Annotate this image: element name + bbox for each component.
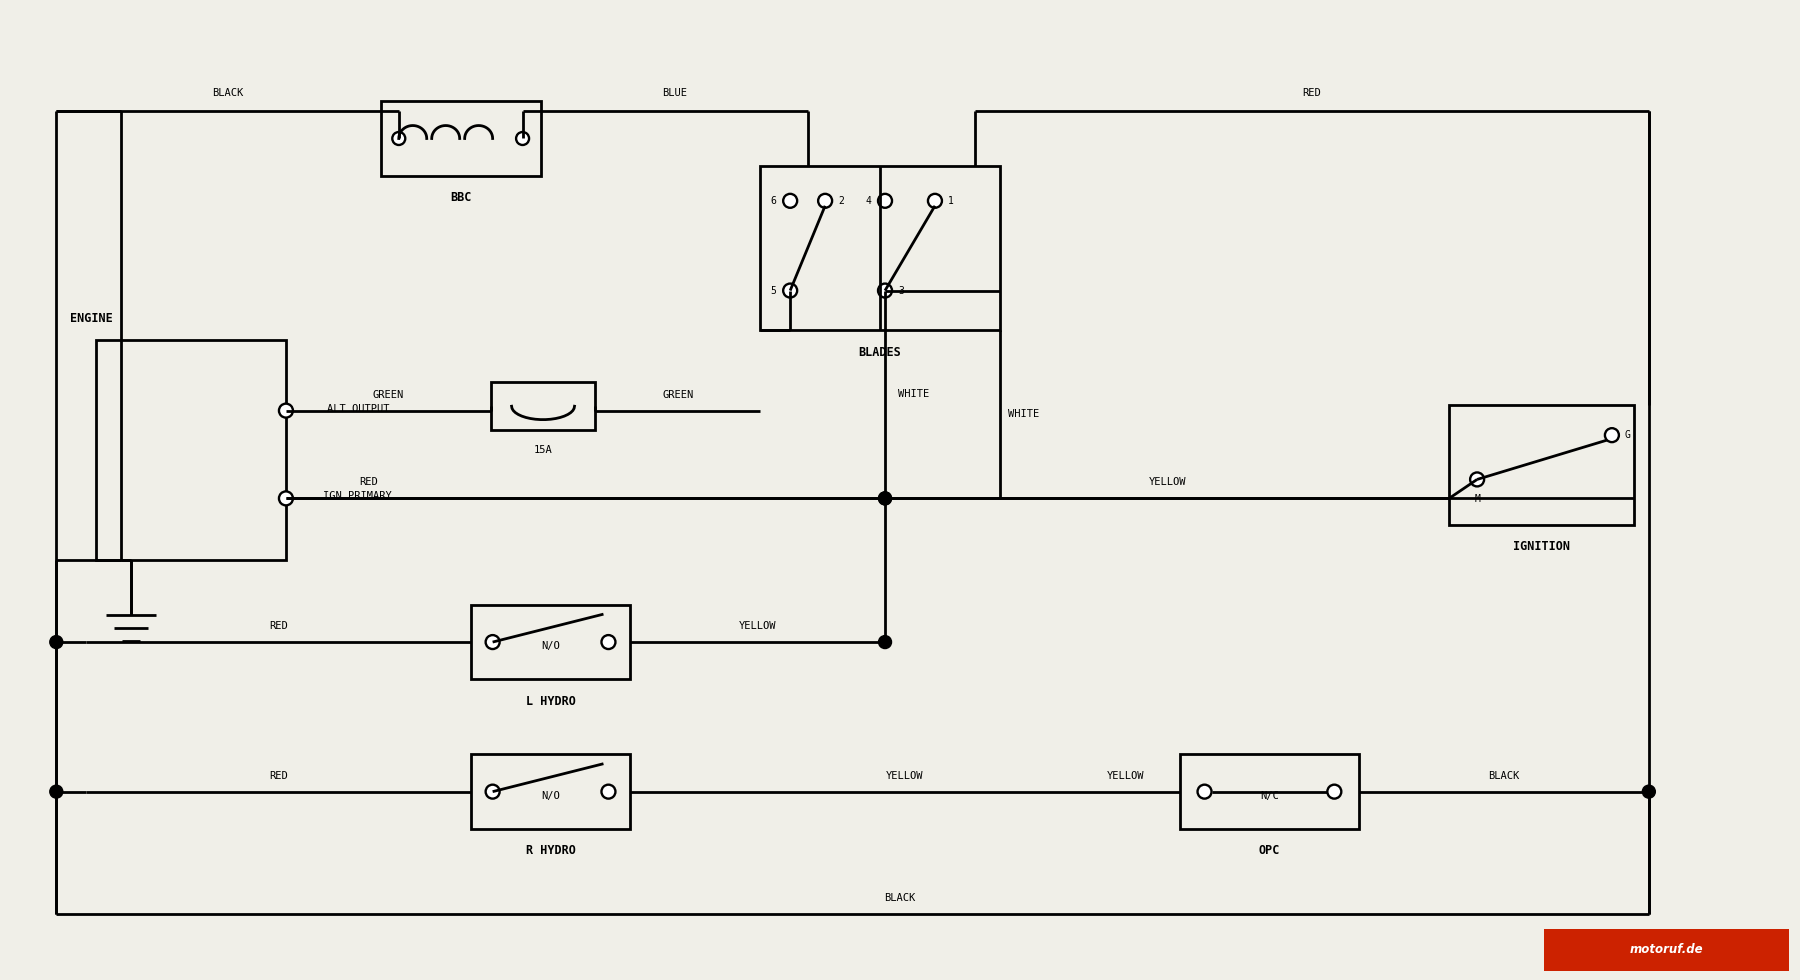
Text: YELLOW: YELLOW — [1107, 770, 1145, 781]
Circle shape — [279, 404, 293, 417]
Text: WHITE: WHITE — [898, 389, 929, 400]
Circle shape — [517, 132, 529, 145]
Circle shape — [601, 635, 616, 649]
Bar — [491, 382, 596, 430]
Text: 5: 5 — [770, 285, 776, 296]
Circle shape — [1642, 785, 1656, 798]
Circle shape — [783, 194, 797, 208]
Circle shape — [878, 283, 893, 298]
Text: 15A: 15A — [533, 445, 553, 455]
Text: R HYDRO: R HYDRO — [526, 845, 576, 858]
Text: BLADES: BLADES — [859, 346, 902, 359]
Text: RED: RED — [358, 477, 378, 487]
Bar — [760, 166, 999, 330]
Text: GREEN: GREEN — [373, 390, 403, 400]
Circle shape — [486, 785, 500, 799]
Text: motoruf.de: motoruf.de — [1631, 943, 1703, 956]
Text: RED: RED — [1303, 88, 1321, 98]
Circle shape — [1606, 428, 1618, 442]
Text: BLACK: BLACK — [212, 88, 243, 98]
Text: BBC: BBC — [450, 191, 472, 205]
Text: RED: RED — [268, 770, 288, 781]
Circle shape — [486, 635, 500, 649]
Bar — [470, 755, 630, 829]
Text: WHITE: WHITE — [1008, 410, 1039, 419]
Circle shape — [878, 636, 891, 649]
Text: 6: 6 — [770, 196, 776, 206]
Text: IGN PRIMARY: IGN PRIMARY — [324, 491, 392, 502]
Text: BLACK: BLACK — [1489, 770, 1519, 781]
Circle shape — [1327, 785, 1341, 799]
Circle shape — [50, 636, 63, 649]
Circle shape — [279, 491, 293, 506]
Text: YELLOW: YELLOW — [740, 621, 776, 631]
Text: N/C: N/C — [1260, 791, 1278, 801]
Text: BLACK: BLACK — [884, 893, 916, 903]
Text: 2: 2 — [839, 196, 844, 206]
Bar — [1544, 929, 1789, 970]
Text: L HYDRO: L HYDRO — [526, 695, 576, 708]
Bar — [470, 605, 630, 679]
Circle shape — [392, 132, 405, 145]
Text: RED: RED — [268, 621, 288, 631]
Circle shape — [878, 194, 893, 208]
Text: BLUE: BLUE — [662, 88, 688, 98]
Text: ALT OUTPUT: ALT OUTPUT — [326, 404, 389, 414]
Bar — [1179, 755, 1359, 829]
Text: IGNITION: IGNITION — [1514, 540, 1570, 554]
Circle shape — [929, 194, 941, 208]
Text: YELLOW: YELLOW — [886, 770, 923, 781]
Circle shape — [878, 492, 891, 505]
Circle shape — [601, 785, 616, 799]
Circle shape — [1197, 785, 1211, 799]
Text: N/O: N/O — [542, 641, 560, 651]
Text: N/O: N/O — [542, 791, 560, 801]
Circle shape — [878, 492, 891, 505]
Bar — [1449, 406, 1634, 525]
Circle shape — [1471, 472, 1483, 486]
Text: YELLOW: YELLOW — [1148, 477, 1186, 487]
Text: 3: 3 — [898, 285, 904, 296]
Circle shape — [783, 283, 797, 298]
Bar — [95, 340, 286, 560]
Text: 4: 4 — [866, 196, 871, 206]
Text: M: M — [1474, 494, 1480, 505]
Text: G: G — [1625, 430, 1631, 440]
Text: 1: 1 — [949, 196, 954, 206]
Text: GREEN: GREEN — [662, 390, 693, 400]
Circle shape — [819, 194, 832, 208]
Bar — [382, 101, 540, 175]
Text: ENGINE: ENGINE — [70, 312, 113, 325]
Text: OPC: OPC — [1258, 845, 1280, 858]
Circle shape — [50, 785, 63, 798]
